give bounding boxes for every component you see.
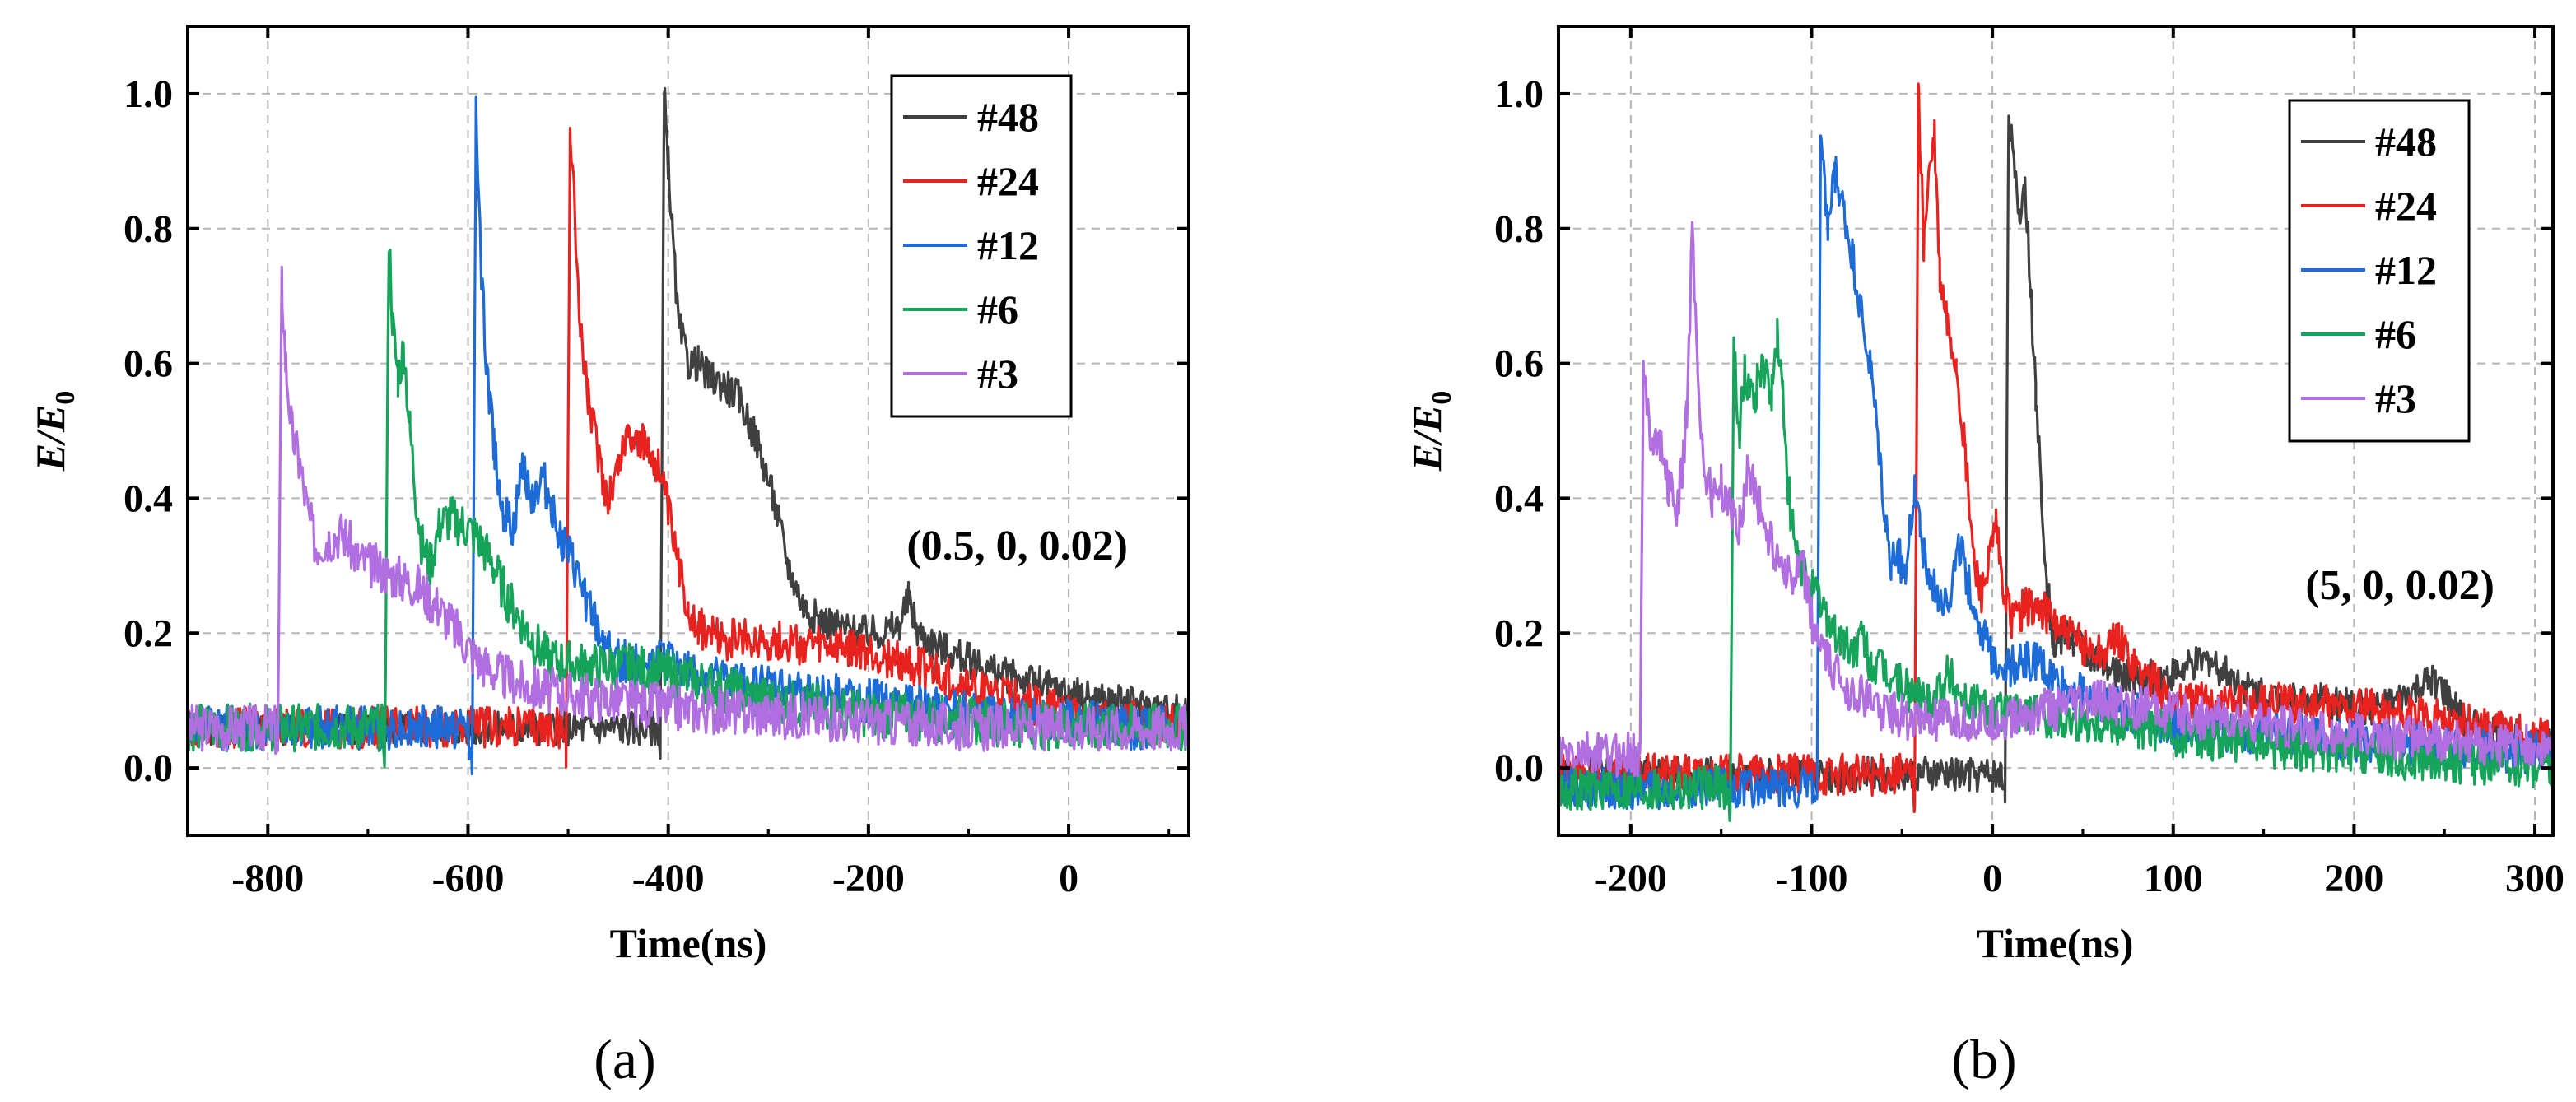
plot-frame xyxy=(186,25,1190,837)
y-tick-label: 0.4 xyxy=(1494,477,1544,520)
legend-label: #3 xyxy=(977,351,1018,397)
y-axis-label-subscript: 0 xyxy=(50,391,81,405)
x-axis-label: Time(ns) xyxy=(1977,920,2134,966)
x-tick-label: -200 xyxy=(832,857,905,900)
y-tick-label: 0.8 xyxy=(1494,207,1544,251)
x-tick-label: 0 xyxy=(1982,857,2002,900)
y-tick-label: 0.0 xyxy=(123,746,173,790)
legend-label: #12 xyxy=(977,222,1039,268)
series-group xyxy=(1558,82,2553,822)
series-line-3 xyxy=(188,265,1189,756)
legend-label: #12 xyxy=(2375,247,2437,293)
y-tick-label: 0.2 xyxy=(123,611,173,655)
x-tick-label: -200 xyxy=(1595,857,1667,900)
y-axis-label: E/E0 xyxy=(27,391,81,472)
y-tick-label: 0.8 xyxy=(123,207,173,251)
legend-label: #6 xyxy=(977,286,1018,332)
y-tick-label: 0.0 xyxy=(1494,746,1544,790)
panel-label: (b) xyxy=(1951,1028,2016,1090)
panel-label: (a) xyxy=(594,1028,655,1090)
parameter-annotation: (5, 0, 0.02) xyxy=(2305,562,2494,609)
legend-label: #48 xyxy=(2375,119,2437,165)
x-tick-label: -100 xyxy=(1775,857,1847,900)
y-tick-label: 0.2 xyxy=(1494,611,1544,655)
chart-panel-a: -800 -600 -400 -200 0 0.0 0.2 0.4 0.6 0.8 1.0 Time(… xyxy=(27,25,1190,1090)
x-tick-label: 100 xyxy=(2144,857,2203,900)
series-line-3 xyxy=(1558,221,2553,779)
series-line-6 xyxy=(188,249,1189,768)
y-tick-label: 0.6 xyxy=(1494,342,1544,386)
parameter-annotation: (0.5, 0, 0.02) xyxy=(906,523,1128,570)
x-tick-label: 300 xyxy=(2505,857,2564,900)
x-tick-label: -800 xyxy=(231,857,304,900)
x-tick-label: -600 xyxy=(431,857,504,900)
legend-label: #3 xyxy=(2375,375,2416,421)
y-tick-label: 0.4 xyxy=(123,477,173,520)
x-tick-label: 200 xyxy=(2324,857,2383,900)
y-tick-label: 1.0 xyxy=(123,72,173,116)
y-axis-label-main: E/E xyxy=(27,405,73,472)
legend-label: #6 xyxy=(2375,311,2416,357)
x-tick-label: -400 xyxy=(632,857,705,900)
legend-label: #24 xyxy=(977,158,1039,204)
series-group xyxy=(188,86,1189,775)
x-tick-label: 0 xyxy=(1059,857,1078,900)
y-tick-label: 0.6 xyxy=(123,342,173,386)
y-axis-label-subscript: 0 xyxy=(1427,391,1457,405)
y-tick-label: 1.0 xyxy=(1494,72,1544,116)
chart-panel-b: -200 -100 0 100 200 300 0.0 0.2 0.4 0.6 0.8 1.0 Time… xyxy=(1404,25,2564,1090)
legend-label: #48 xyxy=(977,94,1039,140)
y-axis-label-main: E/E xyxy=(1404,405,1450,472)
plot-frame xyxy=(1557,25,2555,837)
y-axis-label: E/E0 xyxy=(1404,391,1457,472)
x-axis-label: Time(ns) xyxy=(610,920,767,966)
legend-label: #24 xyxy=(2375,183,2437,229)
